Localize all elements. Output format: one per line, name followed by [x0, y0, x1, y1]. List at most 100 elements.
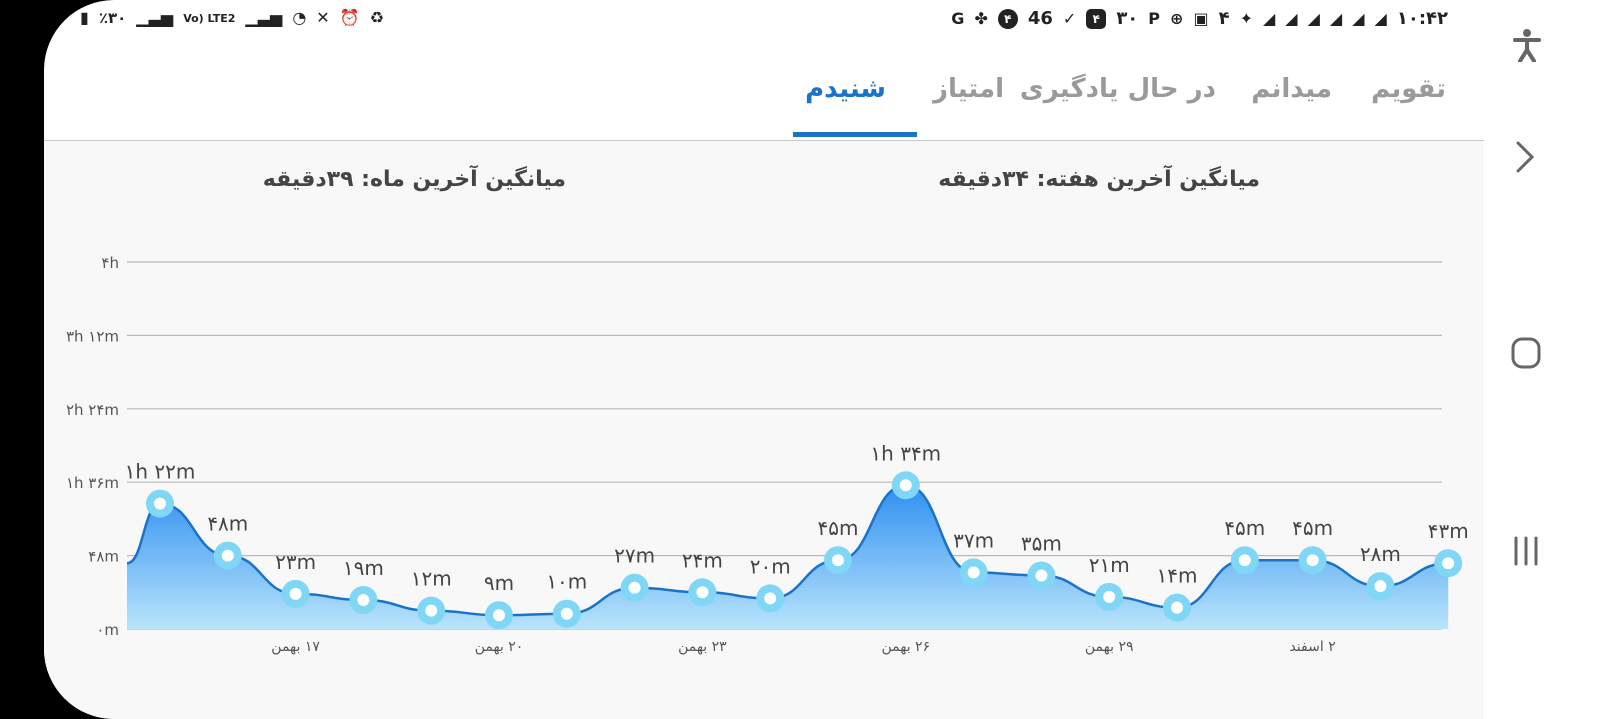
- download-done-icon: ✓: [1062, 8, 1077, 28]
- data-point: [289, 587, 302, 600]
- y-tick-label: ۳h ۱۲m: [66, 327, 119, 345]
- data-label: ۱h ۳۴m: [870, 441, 941, 465]
- battery-icon: ▮: [80, 8, 89, 27]
- translate-icon: G: [951, 8, 965, 28]
- tab-known[interactable]: میدانم: [1251, 74, 1332, 104]
- data-point: [696, 586, 709, 599]
- data-point: [1103, 590, 1116, 603]
- tab-score[interactable]: امتیاز: [933, 74, 1004, 104]
- data-point: [1374, 580, 1387, 593]
- x-tick-label: ۲۹ بهمن: [1085, 639, 1134, 655]
- mute-icon: ✕: [316, 8, 330, 27]
- active-tab-indicator: [793, 132, 917, 137]
- signal-icon-2: ▁▃▅: [245, 8, 283, 27]
- data-label: ۱۲m: [411, 567, 452, 591]
- chart-markers: [146, 471, 1463, 630]
- x-tick-label: ۲ اسفند: [1289, 639, 1335, 655]
- data-label: ۱۹m: [343, 556, 384, 580]
- x-tick-label: ۱۷ بهمن: [271, 639, 320, 655]
- chart-grid: ۰m ۴۸m ۱h ۳۶m ۲h ۲۴m ۳h ۱۲m ۴h: [66, 254, 1442, 639]
- y-tick-label: ۱h ۳۶m: [66, 474, 119, 492]
- data-point: [560, 607, 573, 620]
- data-point: [832, 554, 844, 567]
- data-label: ۲۱m: [1089, 553, 1130, 577]
- status-bar-right: G ✤ ۴ 46 ✓ ۴ ۳۰ P ⊕ ▣ ۴ ✦ ◢ ◢ ◢ ◢ ◢ ◢ ۱۰…: [951, 8, 1448, 29]
- system-nav-bar: [1484, 0, 1600, 719]
- data-label: ۱۰m: [546, 570, 587, 594]
- data-label: ۳۷m: [953, 528, 994, 552]
- data-label: ۱h ۲۲m: [125, 460, 196, 484]
- chart-x-axis: ۱۷ بهمن ۲۰ بهمن ۲۳ بهمن ۲۶ بهمن ۲۹ بهمن ۲ اسف…: [271, 639, 1335, 655]
- data-point: [1035, 569, 1048, 582]
- telegram-icon-4: ◢: [1329, 8, 1343, 28]
- weekly-average: میانگین آخرین هفته: ۳۴دقیقه: [938, 167, 1260, 192]
- data-label: ۴۳m: [1428, 519, 1469, 543]
- data-point: [967, 566, 980, 579]
- data-point: [1238, 554, 1251, 567]
- data-label: ۴۵m: [1292, 516, 1333, 540]
- data-point: [1171, 601, 1183, 614]
- wifi-icon: ◔: [292, 8, 307, 27]
- telegram-icon-3: ◢: [1307, 8, 1320, 28]
- notification-count: 46: [1027, 8, 1053, 29]
- listening-time-chart: ۰m ۴۸m ۱h ۳۶m ۲h ۲۴m ۳h ۱۲m ۴h ۱h ۲۲m ۴۸m ۲۳m ۱۹…: [66, 254, 1469, 655]
- tab-listened[interactable]: شنیدم: [805, 74, 886, 104]
- recents-icon[interactable]: [1511, 534, 1541, 572]
- signal-icon: ▁▃▅: [136, 8, 174, 27]
- bird-icon: ✦: [1239, 8, 1253, 28]
- y-tick-label: ۰m: [96, 621, 119, 639]
- x-tick-label: ۲۰ بهمن: [475, 639, 524, 655]
- add-circle-icon: ⊕: [1170, 8, 1184, 28]
- data-point: [154, 497, 166, 510]
- data-label: ۴۵m: [818, 516, 859, 540]
- data-point: [493, 609, 505, 622]
- chart-data-labels: ۱h ۲۲m ۴۸m ۲۳m ۱۹m ۱۲m ۹m ۱۰m ۲۷m ۲۴m ۲۰m ۴۵m ۱h ۳۴…: [125, 441, 1469, 595]
- area-fill: [127, 485, 1449, 629]
- monthly-average: میانگین آخرین ماه: ۳۹دقیقه: [262, 167, 566, 192]
- tab-learning[interactable]: در حال یادگیری: [1019, 74, 1216, 104]
- data-label: ۲۰m: [750, 554, 791, 578]
- data-point: [1306, 554, 1319, 567]
- telegram-icon: ◢: [1262, 8, 1276, 28]
- chevron-right-icon[interactable]: [1514, 140, 1536, 178]
- recycle-icon: ♻: [369, 8, 384, 27]
- data-label: ۱۴m: [1157, 564, 1198, 588]
- data-label: ۳۵m: [1021, 531, 1062, 555]
- network-label: Vo) LTE2: [183, 11, 236, 25]
- notification-badge-2: ۴: [1086, 8, 1107, 29]
- clock: ۱۰:۴۲: [1396, 8, 1448, 29]
- battery-level: ٪۳۰: [98, 9, 127, 27]
- data-label: ۴۸m: [207, 512, 248, 536]
- telegram-icon-6: ◢: [1374, 8, 1387, 28]
- status-bar: ▮ ٪۳۰ ▁▃▅ Vo) LTE2 ▁▃▅ ◔ ✕ ⏰ ♻ G ✤ ۴ 46 …: [44, 0, 1484, 42]
- app-frame: ▮ ٪۳۰ ▁▃▅ Vo) LTE2 ▁▃▅ ◔ ✕ ⏰ ♻ G ✤ ۴ 46 …: [44, 0, 1484, 719]
- x-tick-label: ۲۳ بهمن: [678, 639, 727, 655]
- accessibility-icon[interactable]: [1512, 28, 1542, 66]
- data-point: [628, 581, 641, 594]
- data-label: ۴۵m: [1224, 516, 1265, 540]
- data-label: ۲۳m: [275, 550, 316, 574]
- home-icon[interactable]: [1511, 336, 1541, 374]
- tab-calendar[interactable]: تقویم: [1371, 74, 1446, 104]
- notification-count-2: ۳۰: [1116, 8, 1139, 29]
- data-label: ۲۷m: [614, 544, 655, 568]
- notification-count-3: ۴: [1218, 8, 1230, 29]
- image-icon: ▣: [1193, 8, 1209, 28]
- y-tick-label: ۲h ۲۴m: [66, 401, 119, 419]
- data-label: ۹m: [484, 571, 514, 595]
- data-point: [899, 479, 912, 492]
- y-tick-label: ۴۸m: [88, 548, 119, 566]
- data-label: ۲۸m: [1360, 542, 1401, 566]
- telegram-icon-2: ◢: [1285, 8, 1298, 28]
- data-point: [764, 592, 777, 605]
- p-app-icon: P: [1148, 8, 1161, 28]
- fan-icon: ✤: [974, 8, 988, 28]
- data-point: [221, 549, 234, 562]
- status-bar-left: ▮ ٪۳۰ ▁▃▅ Vo) LTE2 ▁▃▅ ◔ ✕ ⏰ ♻: [80, 8, 384, 28]
- data-point: [357, 593, 370, 606]
- notification-badge: ۴: [997, 8, 1018, 29]
- telegram-icon-5: ◢: [1352, 8, 1365, 28]
- data-point: [1442, 557, 1455, 570]
- data-label: ۲۴m: [682, 548, 723, 572]
- x-tick-label: ۲۶ بهمن: [881, 639, 930, 655]
